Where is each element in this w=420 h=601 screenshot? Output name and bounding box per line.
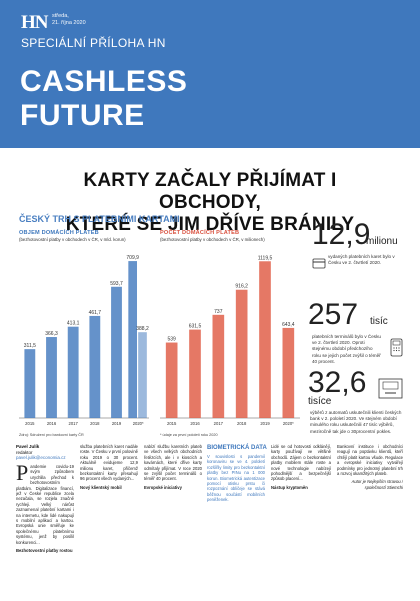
stat-cards-number: 12,9 bbox=[312, 218, 371, 251]
hn-logo: HN bbox=[21, 12, 48, 33]
article-column-6: Bankovní instituce i obchodníci reagují … bbox=[337, 444, 403, 490]
chart1-bar bbox=[67, 326, 79, 418]
chart1-subtitle: (bezhotovostní platby v obchodech v ČR, … bbox=[19, 237, 126, 242]
article-column-2: služba platebních karet nadále roste. V … bbox=[80, 444, 138, 490]
supplement-title: CASHLESS FUTURE bbox=[20, 65, 188, 132]
stat-atm-desc: výběrů z automatů uskutečnili klienti če… bbox=[310, 410, 402, 434]
chart1-tick-label: 2018 bbox=[90, 421, 100, 426]
chart1-value-label: 461,7 bbox=[89, 310, 102, 316]
stat-atm-unit: tisíce bbox=[308, 396, 332, 407]
stat-cards-unit: milionu bbox=[366, 236, 398, 247]
chart1-value-label: 366,3 bbox=[45, 331, 58, 337]
section-title: ČESKÝ TRH S PLATEBNÍMI KARTAMI bbox=[19, 214, 180, 224]
chart2-bar bbox=[189, 329, 201, 418]
chart1-bar bbox=[89, 315, 101, 418]
chart-source: Zdroj: Sdružení pro bankovní karty ČR bbox=[19, 433, 84, 437]
chart2-tick-label: 2015 bbox=[167, 421, 177, 426]
stat-cards-desc: vydaných platebních karet bylo v Česku v… bbox=[328, 254, 395, 266]
page-headline: KARTY ZAČALY PŘIJÍMAT I OBCHODY, KTERÉ S… bbox=[65, 170, 355, 235]
atm-icon bbox=[378, 378, 403, 399]
chart2-value-label: 1119,5 bbox=[258, 255, 273, 261]
chart2-subtitle: (bezhotovostní platby v obchodech v ČR, … bbox=[160, 237, 265, 242]
chart2-title: POČET DOMÁCÍCH PLATEB bbox=[160, 230, 240, 236]
chart2-bar bbox=[259, 261, 271, 418]
chart1-bar bbox=[138, 332, 147, 418]
chart2-value-label: 916,2 bbox=[235, 284, 248, 290]
biometric-heading: BIOMETRICKÁ DATA bbox=[207, 445, 267, 451]
chart2-bar bbox=[282, 327, 295, 418]
chart1-value-label: 388,2 bbox=[136, 326, 149, 332]
chart1-value-label: 311,5 bbox=[24, 343, 36, 349]
chart1-tick-label: 2019 bbox=[112, 421, 122, 426]
chart2-tick-label: 2020* bbox=[283, 421, 294, 426]
stat-terminals-desc: platebních terminálů bylo v Česku ve 2. … bbox=[312, 334, 381, 364]
credit-card-icon bbox=[312, 258, 326, 269]
chart1-tick-label: 2015 bbox=[25, 421, 35, 426]
chart1-tick-label: 2020* bbox=[133, 421, 144, 426]
article-column-3: nabízí službu karetních plateb ve všech … bbox=[144, 444, 202, 490]
chart1-tick-label: 2017 bbox=[69, 421, 79, 426]
chart1-tick-label: 2016 bbox=[47, 421, 57, 426]
stat-terminals-number: 257 bbox=[308, 298, 359, 331]
chart2-bar bbox=[235, 289, 248, 418]
issue-date: středa, 21. října 2020 bbox=[52, 13, 86, 26]
chart1-value-label: 593,7 bbox=[110, 281, 123, 287]
stat-terminals-unit: tisíc bbox=[370, 316, 388, 327]
payment-terminal-icon bbox=[390, 338, 403, 357]
chart1-bar bbox=[46, 337, 57, 418]
chart2-value-label: 631,5 bbox=[189, 324, 202, 330]
chart1-bar bbox=[111, 286, 122, 418]
stat-atm-number: 32,6 bbox=[308, 366, 367, 399]
masthead: HN středa, 21. října 2020 SPECIÁLNÍ PŘÍL… bbox=[0, 0, 420, 148]
chart2-tick-label: 2017 bbox=[214, 421, 224, 426]
chart1-bar bbox=[24, 349, 36, 418]
article-column-5: Lidé se od hotovosti odklánějí, karty po… bbox=[271, 444, 331, 490]
chart2-tick-label: 2019 bbox=[260, 421, 270, 426]
article-column-4: V souvislosti s pandemií koronaviru se v… bbox=[207, 454, 265, 503]
author-block: Pavel Julík redaktor pavel.julik@economi… bbox=[16, 444, 66, 461]
chart2-tick-label: 2016 bbox=[190, 421, 200, 426]
chart-footnote: * údaje za první pololetí roku 2020 bbox=[160, 433, 218, 437]
chart2-bar bbox=[165, 342, 178, 418]
chart2-value-label: 737 bbox=[214, 309, 223, 315]
chart1-value-label: 709,9 bbox=[126, 255, 139, 261]
chart1-title: OBJEM DOMÁCÍCH PLATEB bbox=[19, 230, 99, 236]
chart1-value-label: 413,1 bbox=[67, 321, 80, 327]
chart2-tick-label: 2018 bbox=[237, 421, 247, 426]
chart2-bar bbox=[212, 314, 225, 418]
chart2-value-label: 643,4 bbox=[282, 322, 295, 328]
supplement-label: SPECIÁLNÍ PŘÍLOHA HN bbox=[21, 36, 166, 50]
chart2-value-label: 539 bbox=[167, 337, 176, 343]
chart1-bar bbox=[128, 261, 137, 418]
